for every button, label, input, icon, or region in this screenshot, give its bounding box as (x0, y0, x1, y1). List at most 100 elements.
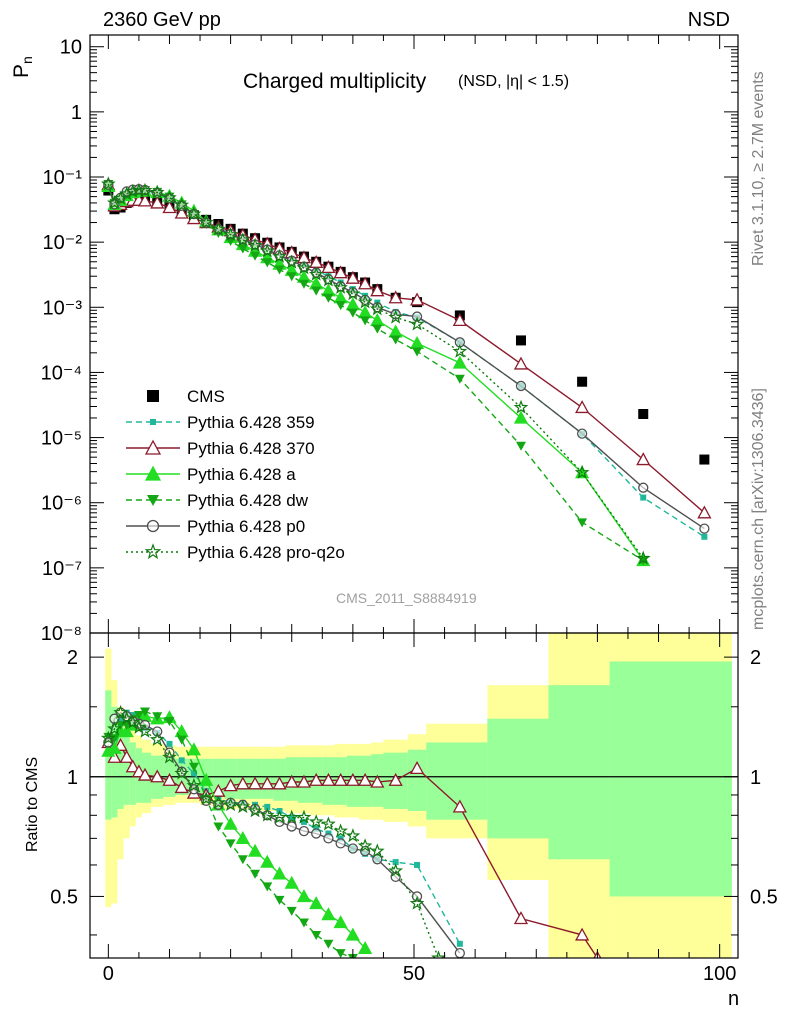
plot-title: Charged multiplicity (243, 70, 427, 93)
ratio-point-p359 (456, 940, 463, 947)
ratio-point-dw (164, 717, 175, 727)
ratio-y-tick-label: 0.5 (50, 886, 78, 908)
ratio-point-p370 (370, 774, 385, 788)
data-point-pq2o (162, 190, 177, 204)
data-point-dw (515, 441, 526, 451)
main-plot-series (100, 176, 712, 567)
ratio-point-pq2o (149, 731, 165, 746)
ratio-point-p0 (152, 726, 163, 737)
ratio-point-pq2o (247, 803, 263, 818)
ratio-point-a (247, 843, 263, 857)
inner-band-bin (407, 749, 427, 812)
ratio-point-p370 (162, 772, 177, 786)
data-point-pq2o (345, 286, 361, 301)
ratio-point-dw (274, 895, 285, 905)
legend-marker-p370 (144, 439, 162, 455)
legend-marker-cms (147, 390, 159, 402)
ratio-point-p370 (388, 772, 403, 786)
data-point-dw (335, 301, 346, 311)
inner-band-bin (487, 718, 549, 839)
inner-band-bin (129, 742, 136, 805)
data-point-p370 (370, 283, 385, 297)
data-point-p370 (409, 292, 425, 306)
data-point-pq2o (272, 248, 287, 263)
ratio-point-pq2o (198, 791, 214, 806)
data-point-a (345, 297, 360, 311)
ratio-point-a (284, 875, 299, 889)
legend: CMS Pythia 6.428 359 Pythia 6.428 370 Pythi… (126, 387, 345, 562)
ratio-y-tick-label-right: 1 (750, 767, 761, 789)
ratio-point-p370 (452, 799, 467, 813)
data-point-pq2o (149, 184, 165, 199)
ratio-point-p359 (300, 818, 307, 825)
ratio-point-a (296, 889, 312, 903)
ratio-point-p370 (284, 774, 299, 788)
ratio-point-p359 (392, 859, 399, 866)
ratio-point-dw (176, 735, 187, 745)
ratio-point-pq2o (137, 723, 153, 738)
data-point-pq2o (321, 272, 336, 287)
ratio-point-p0 (298, 825, 310, 837)
ratio-point-p370 (513, 911, 529, 925)
ratio-point-p370 (333, 772, 348, 786)
data-point-pq2o (574, 464, 590, 479)
data-point-dw (412, 347, 423, 357)
ratio-point-p359 (166, 740, 173, 747)
ratio-point-a (260, 854, 275, 868)
ratio-point-p0 (347, 843, 359, 854)
ratio-point-pq2o (174, 765, 190, 780)
ratio-point-dw (286, 906, 297, 916)
ratio-point-p0 (286, 821, 297, 832)
data-point-p370 (452, 313, 467, 327)
x-tick-label: 50 (403, 963, 425, 985)
uncertainty-bands (105, 633, 732, 958)
ratio-point-dw (250, 869, 261, 879)
data-point-pq2o (369, 301, 385, 316)
ratio-point-p359 (190, 770, 197, 777)
data-point-p370 (575, 400, 590, 414)
data-point-pq2o (235, 232, 251, 247)
y-tick-label: 10 (60, 37, 82, 59)
ratio-point-p370 (575, 927, 590, 941)
data-point-pq2o (211, 221, 226, 236)
data-point-p370 (137, 193, 153, 207)
data-point-pq2o (296, 260, 312, 275)
data-point-pq2o (186, 206, 202, 221)
ratio-point-dw (335, 949, 346, 958)
data-point-p0 (699, 523, 710, 534)
analysis-watermark: CMS_2011_S8884919 (336, 590, 477, 606)
ratio-point-p359 (178, 757, 185, 764)
data-point-pq2o (137, 182, 153, 197)
data-point-dw (298, 279, 309, 289)
data-point-p370 (321, 260, 336, 274)
data-point-p0 (576, 428, 588, 439)
data-point-p370 (150, 195, 165, 209)
mcplots-credit: mcplots.cern.ch [arXiv:1306.3436] (750, 388, 767, 630)
ratio-point-p370 (357, 772, 373, 786)
y-tick-label: 10⁻¹ (43, 167, 83, 189)
y-tick-label: 10⁻⁷ (42, 558, 82, 580)
inner-band-bin (117, 724, 124, 809)
ratio-point-pq2o (113, 704, 128, 719)
ratio-point-a (321, 907, 336, 921)
data-point-p0 (411, 311, 423, 322)
ratio-point-p370 (119, 749, 134, 763)
ratio-point-pq2o (296, 809, 312, 824)
y-axis-label-main: Pn (10, 56, 35, 78)
ratio-point-p370 (174, 780, 189, 794)
ratio-point-p0 (323, 833, 334, 844)
ratio-point-dw (188, 762, 199, 772)
legend-marker-a (144, 465, 162, 481)
y-tick-label: 10⁻⁴ (41, 362, 82, 384)
y-axis-label-ratio: Ratio to CMS (24, 756, 41, 852)
x-axis-label: n (728, 988, 740, 1010)
ratio-y-tick-label: 1 (67, 767, 78, 789)
x-tick-label: 100 (703, 963, 736, 985)
y-tick-label: 10⁻³ (43, 297, 83, 319)
ratio-point-a (272, 866, 287, 880)
inner-band-bin (212, 758, 225, 797)
ratio-point-p0 (335, 838, 346, 849)
data-point-pq2o (247, 237, 263, 252)
data-point-p370 (162, 200, 177, 214)
